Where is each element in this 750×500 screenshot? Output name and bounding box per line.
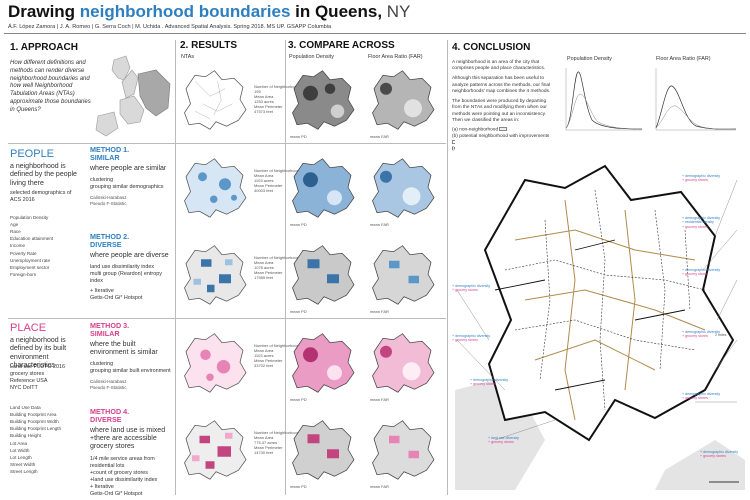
mean-far-m1: mean FAR xyxy=(370,222,389,227)
ann-l3: + demographic diversity + grocery stores xyxy=(470,378,509,387)
map-method-2 xyxy=(184,245,247,305)
conclusion-heading: 4. CONCLUSION xyxy=(452,42,531,53)
chart-far-title: Floor Area Ratio (FAR) xyxy=(656,56,711,62)
mean-far-m2: mean FAR xyxy=(370,309,389,314)
poster-title: Drawing neighborhood boundaries in Queen… xyxy=(8,2,411,21)
chart-pop-title: Population Density xyxy=(567,56,612,62)
density-chart-pop xyxy=(565,68,643,131)
people-variables: Population Density Age Race Education atta… xyxy=(10,215,54,277)
place-heading: PLACE xyxy=(10,322,47,334)
people-definition: a neighborhood is defined by the people … xyxy=(10,163,77,187)
ann-r4: + demographic diversity + grocery stores xyxy=(682,330,721,339)
approach-question: How different definitions and methods ca… xyxy=(10,60,91,113)
map-method-4 xyxy=(184,420,247,480)
mean-far-m3: mean FAR xyxy=(370,397,389,402)
map-method-1 xyxy=(184,158,247,218)
stats-m3: Number of Neighborhoods Mean Area 1103 acr… xyxy=(254,343,301,368)
ann-l4: + land use diversity + grocery stores xyxy=(488,436,519,445)
mean-pd-m4: mean PD xyxy=(290,484,307,489)
conclusion-text: A neighborhood is an area of the city th… xyxy=(452,60,551,152)
ann-r1: + demographic diversity + grocery stores xyxy=(682,174,721,183)
map-ntas xyxy=(184,70,247,130)
row-divider-place xyxy=(8,318,446,319)
nyc-boroughs-map xyxy=(95,55,171,137)
compare-heading: 3. COMPARE ACROSS xyxy=(288,40,395,51)
mean-pd-m3: mean PD xyxy=(290,397,307,402)
final-neighborhoods-map xyxy=(455,140,745,490)
stats-ntas: Number of Neighborhoods 195 Mean Area 1253 … xyxy=(254,84,301,114)
mean-far-ntas: mean FAR xyxy=(370,134,389,139)
pd-m1 xyxy=(292,158,355,218)
pd-ntas xyxy=(292,70,355,130)
mean-pd-ntas: mean PD xyxy=(290,134,307,139)
stats-m1: Number of Neighborhoods Mean Area 1103 acr… xyxy=(254,168,301,193)
row-divider-people xyxy=(8,143,446,144)
mean-far-m4: mean FAR xyxy=(370,484,389,489)
pd-m4 xyxy=(292,420,355,480)
stats-m4: Number of Neighborhoods Mean Area 775.37 a… xyxy=(254,430,301,455)
ntas-label: NTAs xyxy=(181,54,195,60)
map-scale: 2 miles xyxy=(715,333,727,337)
ann-l2: + demographic diversity + grocery stores xyxy=(452,334,491,343)
pd-m3 xyxy=(292,333,355,393)
far-ntas xyxy=(372,70,435,130)
header-divider xyxy=(4,33,746,34)
mean-pd-m2: mean PD xyxy=(290,309,307,314)
map-method-3 xyxy=(184,333,247,393)
ann-l1: + demographic diversity + grocery stores xyxy=(452,284,491,293)
divider-3 xyxy=(447,40,448,495)
far-m3 xyxy=(372,333,435,393)
ann-r5: + demographic diversity + grocery stores xyxy=(682,392,721,401)
method-3: METHOD 3. SIMILAR where the built enviro… xyxy=(90,321,171,390)
far-m2 xyxy=(372,245,435,305)
density-chart-far xyxy=(655,68,737,131)
pop-density-label: Population Density xyxy=(289,54,334,60)
ann-r3: + demographic diversity + grocery stores xyxy=(682,268,721,277)
far-m4 xyxy=(372,420,435,480)
method-1: METHOD 1. SIMILAR where people are simil… xyxy=(90,145,167,206)
mean-pd-m1: mean PD xyxy=(290,222,307,227)
results-heading: 2. RESULTS xyxy=(180,40,238,51)
far-label: Floor Area Ratio (FAR) xyxy=(368,54,423,60)
divider-2 xyxy=(285,40,286,495)
authors-line: Á.F. López Zamora | J. A. Romeo | G. Ser… xyxy=(8,24,332,30)
legend-swatch-a xyxy=(499,127,508,132)
people-heading: PEOPLE xyxy=(10,148,55,160)
divider-1 xyxy=(175,40,176,495)
place-variables: Land Use Data Building Footprint Area Buil… xyxy=(10,405,62,474)
far-m1 xyxy=(372,158,435,218)
method-4: METHOD 4. DIVERSE where land use is mixe… xyxy=(90,407,166,497)
place-sources: Land use PLUTO 2016 grocery stores Referen… xyxy=(10,364,66,392)
pd-m2 xyxy=(292,245,355,305)
place-definition: a neighborhood is defined by its built e… xyxy=(10,337,67,370)
approach-heading: 1. APPROACH xyxy=(10,42,78,53)
ann-r2: + demographic diversity + residential den… xyxy=(682,216,721,229)
people-source: selected demographics of ACS 2016 xyxy=(10,190,72,204)
method-2: METHOD 2. DIVERSE where people are diver… xyxy=(90,232,169,302)
ann-r6: + demographic diversity + grocery stores xyxy=(700,450,739,459)
stats-m2: Number of Neighborhoods Mean Area 1078 acr… xyxy=(254,255,301,280)
